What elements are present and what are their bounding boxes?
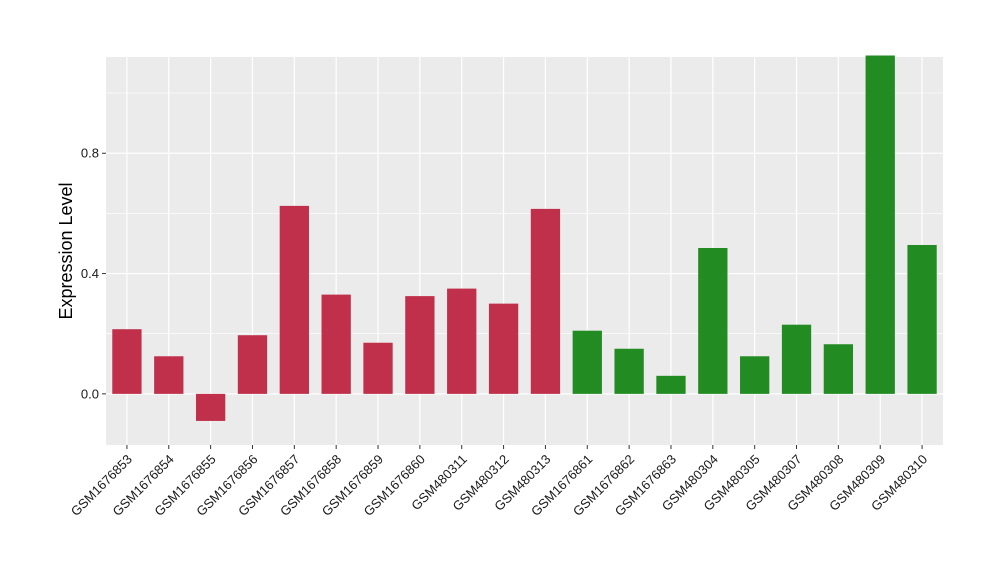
bar-gsm1676855 (195, 393, 226, 421)
bar-gsm1676862 (614, 348, 644, 394)
bar-gsm480310 (907, 244, 937, 394)
bar-gsm1676859 (363, 342, 393, 394)
x-axis: GSM1676853GSM1676854GSM1676855GSM1676856… (68, 445, 930, 519)
bar-gsm480308 (823, 344, 854, 394)
bar-gsm1676854 (154, 356, 184, 394)
bar-gsm480309 (865, 55, 895, 394)
y-tick-label: 0.4 (81, 266, 99, 281)
bar-gsm1676863 (656, 375, 686, 394)
y-tick-label: 0.8 (81, 146, 99, 161)
y-axis-title: Expression Level (56, 182, 76, 319)
bar-gsm480305 (740, 356, 770, 394)
bar-gsm480313 (530, 208, 561, 394)
bar-gsm480312 (488, 303, 519, 394)
bar-gsm1676853 (112, 329, 142, 394)
y-tick-label: 0.0 (81, 386, 99, 401)
bar-gsm480307 (781, 324, 812, 394)
y-axis: 0.0 0.4 0.8 (81, 146, 106, 401)
bar-gsm480311 (447, 288, 477, 394)
bar-gsm1676858 (321, 294, 351, 394)
bar-gsm1676861 (572, 330, 602, 394)
bar-gsm1676857 (279, 205, 309, 394)
bar-gsm1676856 (237, 335, 268, 394)
bar-gsm480304 (698, 247, 728, 394)
plot-panel (106, 57, 943, 445)
bar-gsm1676860 (405, 296, 435, 394)
bars (112, 55, 937, 421)
